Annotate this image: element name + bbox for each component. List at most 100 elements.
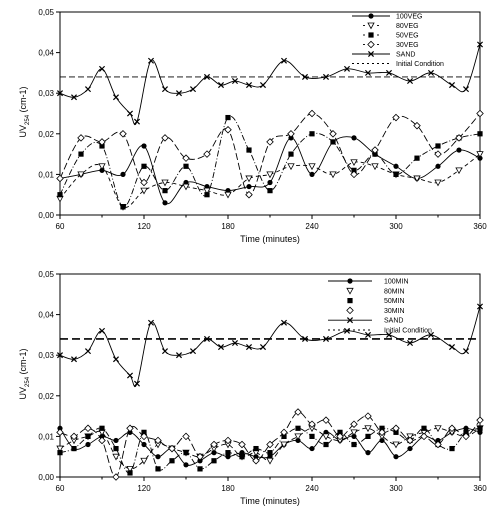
- data-point-80min: [350, 429, 358, 437]
- data-point-sand: [98, 327, 106, 334]
- series-line-100veg: [59, 136, 481, 205]
- y-axis-label-sub: 254: [25, 376, 31, 387]
- data-point-sand: [217, 82, 225, 89]
- data-point-sand: [406, 339, 414, 347]
- y-tick-label: 0,00: [38, 473, 54, 482]
- data-point-80veg: [329, 171, 337, 179]
- y-tick-label: 0,05: [38, 270, 54, 279]
- data-point-80min: [280, 441, 288, 449]
- legend-label: 50VEG: [396, 33, 419, 40]
- x-tick-label: 180: [221, 222, 235, 231]
- data-point-sand: [245, 344, 253, 351]
- data-point-100veg: [162, 200, 168, 206]
- x-tick-label: 60: [56, 222, 65, 231]
- series-50veg: [57, 114, 483, 210]
- data-point-30min: [252, 456, 260, 465]
- data-point-100min: [407, 445, 413, 452]
- data-point-sand: [231, 339, 239, 347]
- data-point-100min: [477, 429, 483, 435]
- data-point-80veg: [77, 171, 85, 179]
- data-point-sand: [462, 86, 470, 93]
- x-tick-label: 240: [305, 222, 319, 231]
- data-point-30veg: [119, 130, 127, 138]
- y-tick-label: 0,03: [38, 351, 54, 360]
- data-point-100veg: [393, 163, 399, 169]
- data-point-30min: [196, 452, 204, 461]
- data-point-30veg: [413, 121, 421, 130]
- legend-label: 30VEG: [396, 42, 419, 49]
- data-point-50veg: [372, 151, 378, 157]
- data-point-30min: [154, 436, 162, 445]
- data-point-sand: [301, 335, 309, 342]
- data-point-50min: [281, 433, 287, 439]
- data-point-100veg: [99, 167, 105, 173]
- legend-marker-80veg: [367, 22, 375, 30]
- data-point-sand: [385, 331, 393, 338]
- data-point-100min: [379, 437, 385, 444]
- legend-marker-50min: [347, 298, 353, 304]
- data-point-sand: [462, 348, 470, 355]
- data-point-30veg: [224, 125, 232, 134]
- data-point-sand: [476, 303, 484, 310]
- data-point-sand: [364, 331, 372, 338]
- data-point-80veg: [98, 163, 106, 171]
- data-point-30min: [210, 440, 218, 449]
- data-point-50min: [393, 429, 399, 435]
- data-point-50min: [295, 425, 301, 431]
- y-tick-label: 0,05: [38, 8, 54, 17]
- data-point-30min: [336, 432, 344, 441]
- data-point-30veg: [287, 130, 295, 138]
- series-line-50veg: [59, 115, 481, 208]
- legend-label: 80MIN: [384, 288, 405, 295]
- legend-label: 50MIN: [384, 298, 405, 305]
- x-tick-label: 300: [389, 222, 403, 231]
- data-point-100min: [211, 450, 217, 456]
- data-point-80veg: [476, 151, 484, 158]
- data-point-50min: [183, 450, 189, 456]
- data-point-80veg: [413, 175, 421, 183]
- data-point-100min: [141, 441, 147, 448]
- data-point-sand: [133, 380, 141, 387]
- data-point-50min: [351, 441, 357, 448]
- data-point-sand: [189, 348, 197, 355]
- data-point-30min: [140, 432, 148, 441]
- legend-label: Initial Condition: [396, 61, 444, 68]
- y-axis-label-unit: (cm-1): [18, 86, 28, 115]
- data-point-50min: [85, 433, 91, 439]
- data-point-100veg: [246, 183, 252, 190]
- data-point-80min: [364, 425, 372, 433]
- data-point-100veg: [120, 171, 126, 177]
- legend-marker-30min: [346, 306, 354, 315]
- data-point-30min: [462, 432, 470, 441]
- data-point-50min: [253, 445, 259, 452]
- data-point-30min: [378, 428, 386, 437]
- x-tick-label: 240: [305, 484, 319, 493]
- data-point-100veg: [267, 179, 273, 186]
- x-axis-label: Time (minutes): [240, 234, 300, 244]
- data-point-sand: [203, 335, 211, 342]
- data-point-50veg: [120, 204, 126, 210]
- data-point-50veg: [183, 163, 189, 169]
- legend-label: 30MIN: [384, 308, 405, 315]
- data-point-sand: [147, 319, 155, 326]
- x-tick-label: 300: [389, 484, 403, 493]
- legend-label: 100VEG: [396, 14, 422, 21]
- legend-marker-30veg: [367, 40, 375, 49]
- legend-label: Initial Condition: [384, 328, 432, 335]
- data-point-50min: [463, 429, 469, 435]
- data-point-30min: [98, 436, 106, 445]
- data-point-80veg: [224, 191, 232, 199]
- data-point-50min: [211, 458, 217, 464]
- data-point-30veg: [455, 134, 463, 142]
- series-50min: [57, 425, 483, 476]
- data-point-50min: [267, 450, 273, 456]
- data-point-100min: [225, 454, 231, 460]
- legend-marker-100veg: [368, 13, 374, 19]
- data-point-30min: [168, 444, 176, 453]
- data-point-50veg: [435, 143, 441, 149]
- legend-marker-80min: [346, 287, 354, 295]
- data-point-100min: [197, 458, 203, 464]
- y-axis-label: UV254 (cm-1): [18, 86, 31, 137]
- data-point-80min: [56, 445, 64, 453]
